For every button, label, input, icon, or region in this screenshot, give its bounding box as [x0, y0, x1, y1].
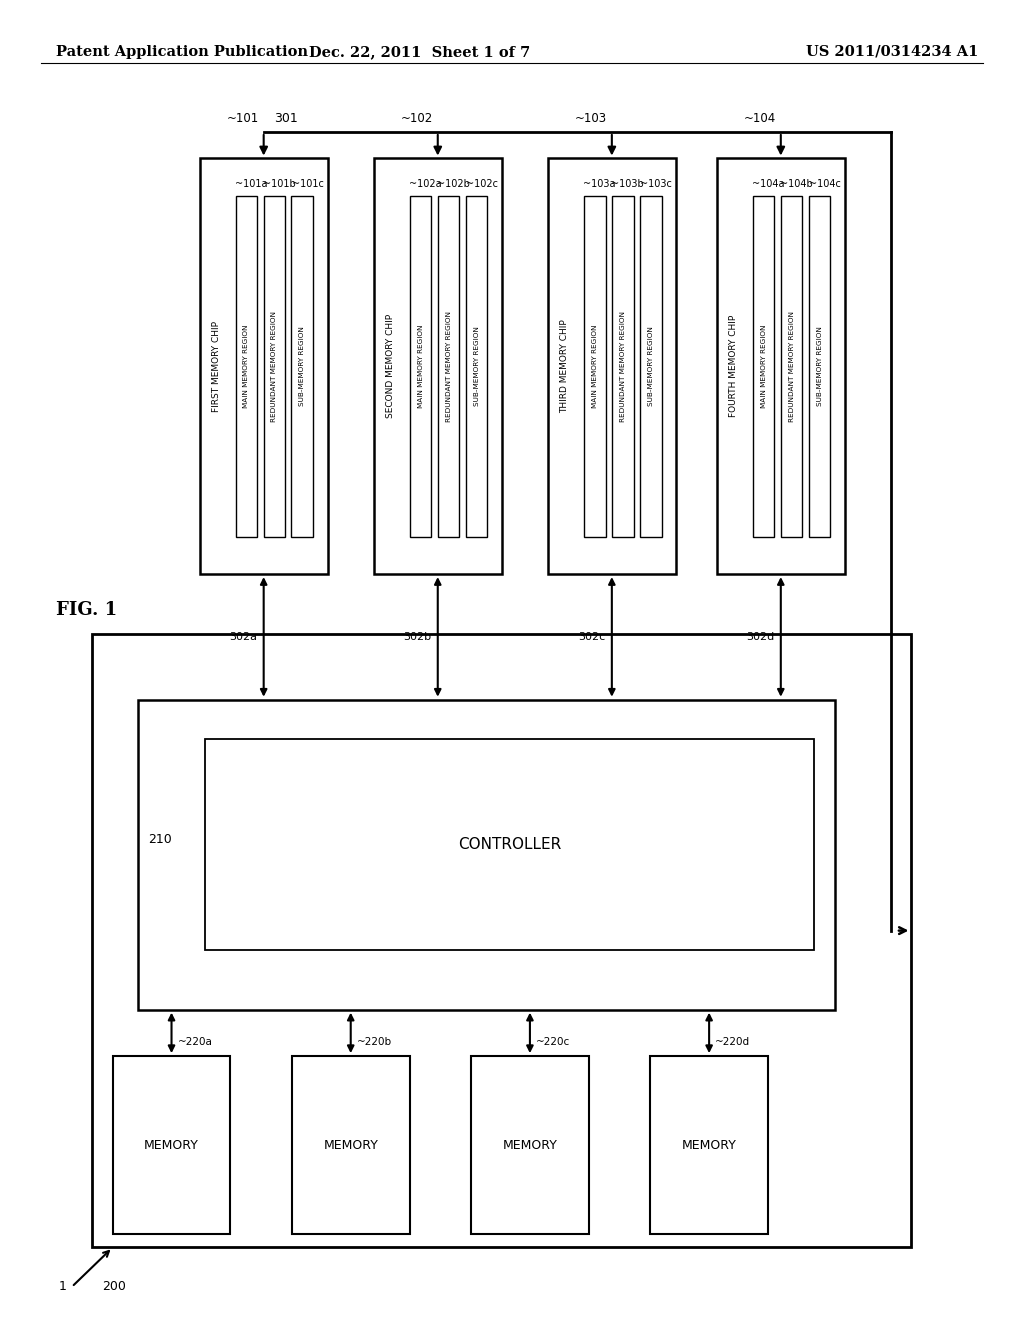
Text: 302d: 302d — [746, 632, 774, 642]
Text: REDUNDANT MEMORY REGION: REDUNDANT MEMORY REGION — [620, 310, 626, 422]
Text: MEMORY: MEMORY — [324, 1139, 378, 1151]
Text: ~102a: ~102a — [410, 180, 442, 189]
Text: ~102: ~102 — [400, 112, 432, 125]
Text: Dec. 22, 2011  Sheet 1 of 7: Dec. 22, 2011 Sheet 1 of 7 — [309, 45, 530, 59]
Bar — [205, 739, 814, 950]
Text: ~101b: ~101b — [263, 180, 296, 189]
Bar — [437, 195, 460, 537]
Text: FIG. 1: FIG. 1 — [56, 601, 118, 619]
Text: US 2011/0314234 A1: US 2011/0314234 A1 — [806, 45, 978, 59]
Text: MEMORY: MEMORY — [503, 1139, 557, 1151]
Text: ~102b: ~102b — [437, 180, 470, 189]
Bar — [236, 195, 257, 537]
Text: FOURTH MEMORY CHIP: FOURTH MEMORY CHIP — [729, 315, 738, 417]
Text: Patent Application Publication: Patent Application Publication — [56, 45, 308, 59]
Text: ~104b: ~104b — [780, 180, 813, 189]
Text: ~104a: ~104a — [753, 180, 785, 189]
Bar — [374, 158, 502, 574]
Text: ~103: ~103 — [574, 112, 606, 125]
Bar — [92, 634, 911, 1247]
Text: ~220c: ~220c — [536, 1036, 570, 1047]
Text: MAIN MEMORY REGION: MAIN MEMORY REGION — [244, 325, 250, 408]
Text: MAIN MEMORY REGION: MAIN MEMORY REGION — [761, 325, 767, 408]
Bar — [263, 195, 286, 537]
Bar — [471, 1056, 589, 1234]
Bar — [640, 195, 662, 537]
Text: REDUNDANT MEMORY REGION: REDUNDANT MEMORY REGION — [271, 310, 278, 422]
Text: CONTROLLER: CONTROLLER — [458, 837, 561, 853]
Text: ~101c: ~101c — [292, 180, 324, 189]
Text: ~103b: ~103b — [611, 180, 644, 189]
Bar — [410, 195, 431, 537]
Bar — [466, 195, 487, 537]
Text: 1: 1 — [58, 1280, 67, 1294]
Bar — [717, 158, 845, 574]
Text: 210: 210 — [148, 833, 172, 846]
Bar — [611, 195, 634, 537]
Text: MEMORY: MEMORY — [682, 1139, 736, 1151]
Text: ~101: ~101 — [226, 112, 258, 125]
Text: 301: 301 — [274, 112, 298, 125]
Text: ~220d: ~220d — [715, 1036, 751, 1047]
Text: ~104: ~104 — [743, 112, 776, 125]
Text: MAIN MEMORY REGION: MAIN MEMORY REGION — [592, 325, 598, 408]
Text: ~220b: ~220b — [356, 1036, 392, 1047]
Bar — [753, 195, 774, 537]
Bar — [138, 700, 835, 1010]
Bar — [809, 195, 830, 537]
Bar — [292, 195, 313, 537]
Text: SUB-MEMORY REGION: SUB-MEMORY REGION — [473, 326, 479, 407]
Text: SUB-MEMORY REGION: SUB-MEMORY REGION — [299, 326, 305, 407]
Bar — [584, 195, 605, 537]
Text: MAIN MEMORY REGION: MAIN MEMORY REGION — [418, 325, 424, 408]
Text: SUB-MEMORY REGION: SUB-MEMORY REGION — [647, 326, 653, 407]
Bar — [650, 1056, 768, 1234]
Text: ~101a: ~101a — [236, 180, 268, 189]
Text: SUB-MEMORY REGION: SUB-MEMORY REGION — [816, 326, 822, 407]
Text: ~102c: ~102c — [466, 180, 498, 189]
Text: ~220a: ~220a — [177, 1036, 212, 1047]
Text: REDUNDANT MEMORY REGION: REDUNDANT MEMORY REGION — [445, 310, 452, 422]
Text: ~103a: ~103a — [584, 180, 616, 189]
Text: 302c: 302c — [579, 632, 606, 642]
Text: SECOND MEMORY CHIP: SECOND MEMORY CHIP — [386, 314, 395, 418]
Text: REDUNDANT MEMORY REGION: REDUNDANT MEMORY REGION — [788, 310, 795, 422]
Text: ~103c: ~103c — [640, 180, 672, 189]
Text: 302b: 302b — [403, 632, 432, 642]
Text: FIRST MEMORY CHIP: FIRST MEMORY CHIP — [212, 321, 221, 412]
Text: MEMORY: MEMORY — [144, 1139, 199, 1151]
Bar — [200, 158, 328, 574]
Text: THIRD MEMORY CHIP: THIRD MEMORY CHIP — [560, 319, 569, 413]
Bar — [113, 1056, 230, 1234]
Text: 200: 200 — [102, 1280, 126, 1294]
Bar — [548, 158, 676, 574]
Text: 302a: 302a — [229, 632, 258, 642]
Text: ~104c: ~104c — [809, 180, 841, 189]
Bar — [780, 195, 803, 537]
Bar — [292, 1056, 410, 1234]
